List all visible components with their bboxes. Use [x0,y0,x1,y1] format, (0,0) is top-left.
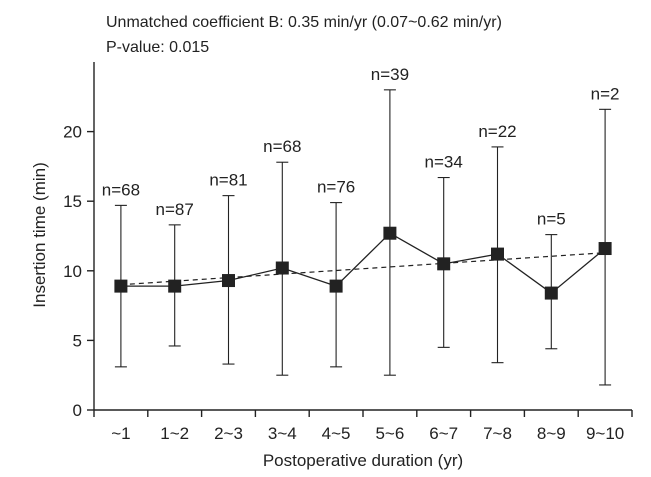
y-tick-label: 15 [63,192,82,211]
y-tick-label: 10 [63,262,82,281]
data-point-marker [598,242,612,256]
data-point-marker [437,257,451,271]
y-tick-label: 0 [73,401,82,420]
sample-size-label: n=81 [209,171,247,190]
y-tick-label: 20 [63,123,82,142]
sample-size-label: n=68 [263,137,301,156]
x-tick-label: 8~9 [537,424,566,443]
coefficient-annotation: Unmatched coefficient B: 0.35 min/yr (0.… [106,14,502,31]
sample-size-label: n=87 [156,200,194,219]
x-tick-label: 4~5 [322,424,351,443]
x-tick-label: 1~2 [160,424,189,443]
x-tick-label: 9~10 [586,424,624,443]
sample-size-label: n=22 [478,122,516,141]
x-tick-label: 7~8 [483,424,512,443]
x-axis-title: Postoperative duration (yr) [263,451,463,470]
data-point-marker [168,279,182,293]
y-tick-label: 5 [73,331,82,350]
sample-size-label: n=2 [591,84,620,103]
x-tick-label: ~1 [111,424,130,443]
x-tick-label: 6~7 [429,424,458,443]
data-point-marker [544,286,558,300]
data-point-marker [275,261,289,275]
data-point-marker [222,274,235,288]
series-line [120,232,606,294]
x-tick-label: 5~6 [375,424,404,443]
data-point-marker [383,226,397,240]
x-tick-label: 3~4 [268,424,297,443]
sample-size-label: n=34 [425,153,463,172]
x-tick-label: 2~3 [214,424,243,443]
data-point-marker [491,247,504,261]
data-point-marker [114,279,128,293]
sample-size-label: n=5 [537,210,566,229]
sample-size-label: n=68 [102,180,140,199]
sample-size-label: n=39 [371,65,409,84]
data-point-marker [329,279,343,293]
sample-size-label: n=76 [317,178,355,197]
p-value-annotation: P-value: 0.015 [106,39,209,56]
plot-area: 0 5 10 15 20 ~1 1~2 2~3 3~4 4~5 5~6 6~7 7~8 8~9 9~10 n=… [63,62,633,443]
y-axis-title: Insertion time (min) [30,162,49,307]
